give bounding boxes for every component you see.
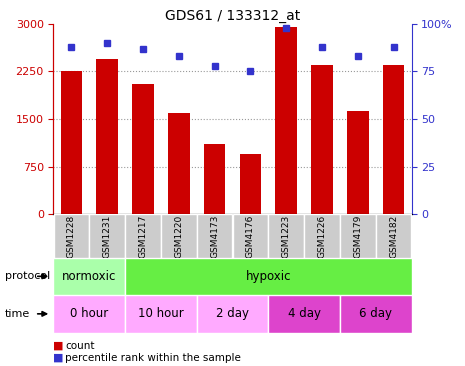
Bar: [376, 214, 412, 258]
Bar: [239, 154, 261, 214]
Text: 10 hour: 10 hour: [138, 307, 184, 320]
Text: ■: ■: [53, 341, 64, 351]
Bar: [197, 214, 232, 258]
Text: time: time: [5, 309, 30, 319]
Bar: [204, 144, 226, 214]
Bar: [340, 295, 412, 333]
Text: GSM4179: GSM4179: [353, 214, 362, 258]
Bar: [168, 113, 190, 214]
Bar: [125, 214, 161, 258]
Text: GSM4182: GSM4182: [389, 214, 398, 258]
Bar: [268, 214, 304, 258]
Bar: [125, 258, 412, 295]
Text: GSM1217: GSM1217: [139, 214, 147, 258]
Text: count: count: [65, 341, 94, 351]
Bar: [125, 295, 197, 333]
Text: GSM1228: GSM1228: [67, 214, 76, 258]
Bar: [161, 214, 197, 258]
Bar: [53, 295, 125, 333]
Bar: [232, 214, 268, 258]
Bar: [96, 59, 118, 214]
Bar: [53, 258, 125, 295]
Bar: [304, 214, 340, 258]
Bar: [268, 295, 340, 333]
Text: normoxic: normoxic: [62, 270, 116, 283]
Text: 2 day: 2 day: [216, 307, 249, 320]
Bar: [132, 84, 154, 214]
Text: GSM4173: GSM4173: [210, 214, 219, 258]
Text: hypoxic: hypoxic: [246, 270, 291, 283]
Text: protocol: protocol: [5, 271, 50, 281]
Bar: [60, 71, 82, 214]
Text: 6 day: 6 day: [359, 307, 392, 320]
Bar: [275, 27, 297, 214]
Text: GSM1226: GSM1226: [318, 214, 326, 258]
Bar: [89, 214, 125, 258]
Bar: [383, 65, 405, 214]
Text: 0 hour: 0 hour: [70, 307, 108, 320]
Text: GSM4176: GSM4176: [246, 214, 255, 258]
Text: GSM1220: GSM1220: [174, 214, 183, 258]
Bar: [311, 65, 333, 214]
Bar: [53, 214, 89, 258]
Text: ■: ■: [53, 353, 64, 363]
Bar: [347, 111, 369, 214]
Text: GSM1223: GSM1223: [282, 214, 291, 258]
Bar: [197, 295, 268, 333]
Text: percentile rank within the sample: percentile rank within the sample: [65, 353, 241, 363]
Text: GSM1231: GSM1231: [103, 214, 112, 258]
Title: GDS61 / 133312_at: GDS61 / 133312_at: [165, 9, 300, 23]
Text: 4 day: 4 day: [288, 307, 320, 320]
Bar: [340, 214, 376, 258]
